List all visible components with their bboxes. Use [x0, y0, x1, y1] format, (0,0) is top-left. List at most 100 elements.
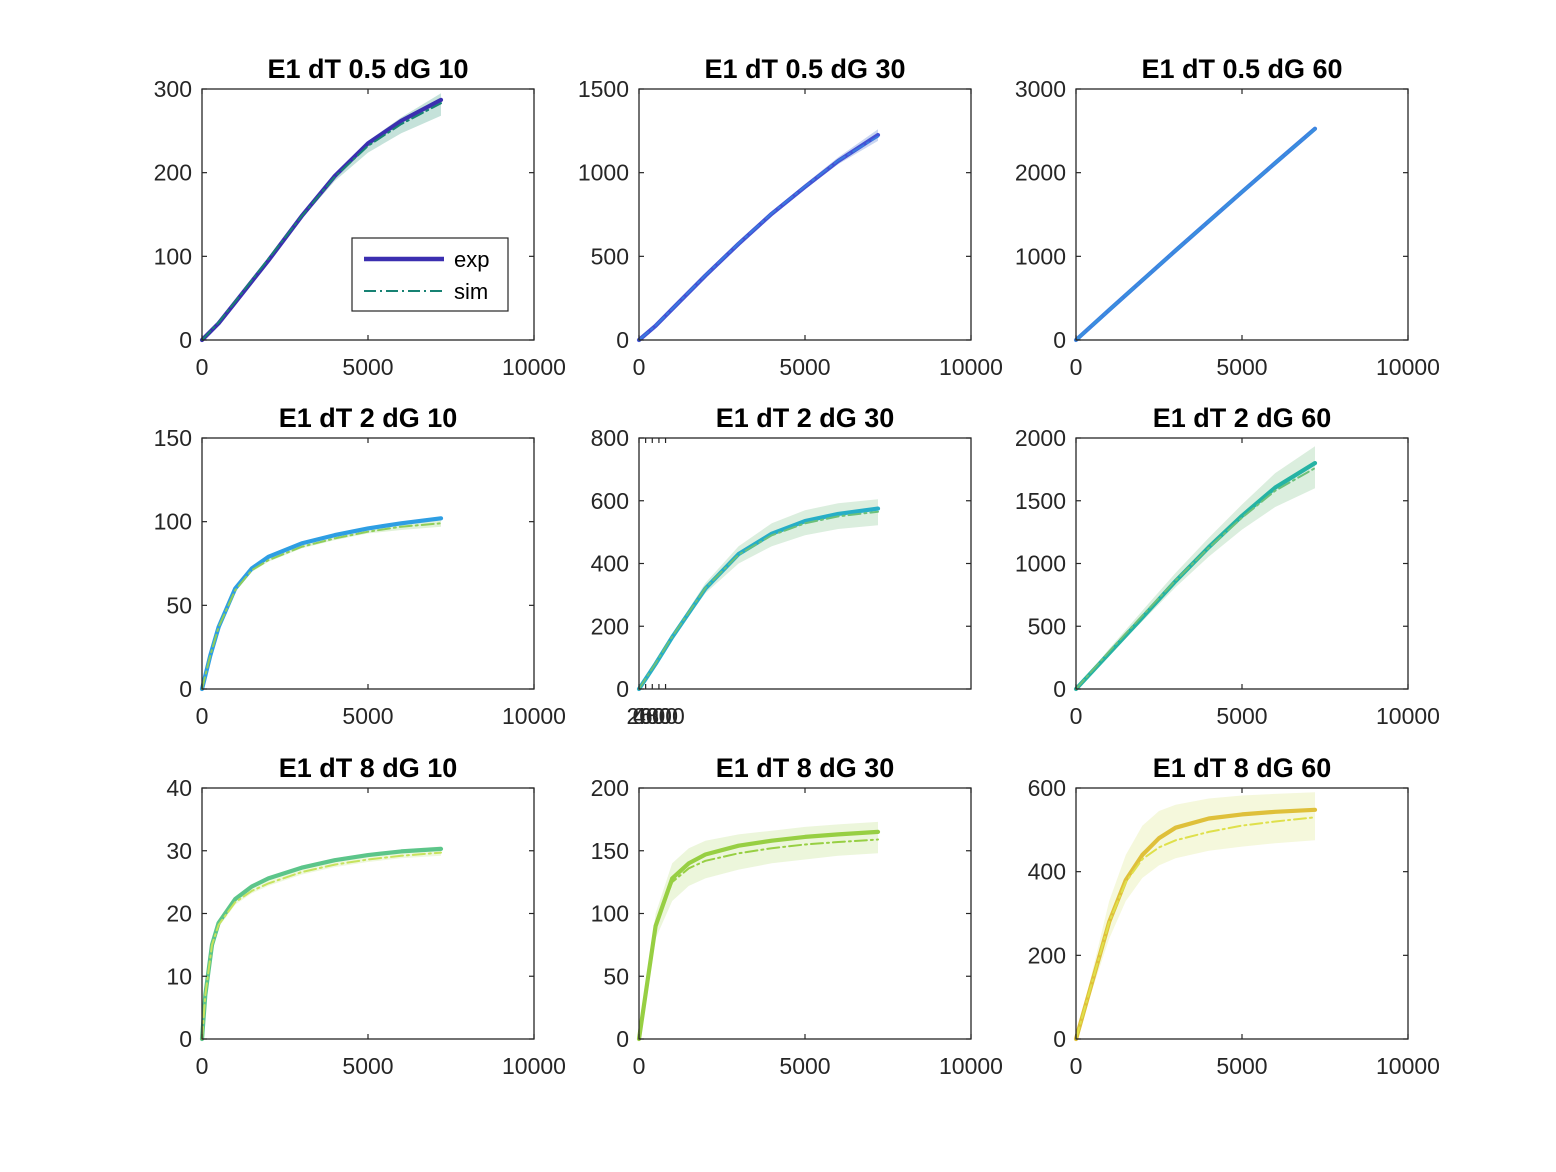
x-tick-label: 600: [640, 703, 678, 729]
y-tick-label: 500: [591, 243, 629, 269]
legend-box: [351, 237, 509, 312]
y-tick-label: 200: [591, 613, 629, 639]
x-tick-label: 400: [633, 703, 671, 729]
x-tick-label: 10000: [1376, 1053, 1440, 1079]
series-line-sim: [201, 102, 442, 341]
y-tick-label: 30: [166, 838, 192, 864]
y-tick-label: 150: [154, 425, 192, 451]
subplot-title: E1 dT 0.5 dG 30: [704, 54, 905, 84]
y-tick-label: 150: [591, 838, 629, 864]
x-tick-label: 0: [1070, 354, 1083, 380]
series-line-sim: [201, 851, 442, 1040]
subplot-title: E1 dT 8 dG 60: [1153, 753, 1332, 783]
x-tick-label: 5000: [779, 354, 830, 380]
axes-box: [1075, 437, 1409, 690]
x-tick-label: 10000: [502, 703, 566, 729]
subplot-title: E1 dT 8 dG 10: [279, 753, 458, 783]
y-tick-label: 0: [616, 1026, 629, 1052]
confidence-band: [1076, 792, 1315, 1039]
x-tick-label: 0: [196, 354, 209, 380]
subplot-e1-dt-0-5-dg-10: 0 5000 10000 0 100 200 300 E1 dT 0.5 dG 10 exp si…: [154, 54, 566, 380]
subplot-e1-dt-8-dg-30: 0 5000 10000 0 50 100 150 200 E1 dT 8 dG 30: [591, 753, 1003, 1079]
x-tick-label: 0: [196, 703, 209, 729]
y-tick-label: 1000: [1015, 243, 1066, 269]
series-line-exp: [199, 516, 444, 692]
x-tick-label: 10000: [1376, 703, 1440, 729]
confidence-band: [202, 93, 441, 340]
x-tick-label: 5000: [342, 1053, 393, 1079]
series-line-sim: [1075, 467, 1316, 690]
subplot-e1-dt-2-dg-60: 0 5000 10000 0 500 1000 1500 2000 E1 dT 2 dG 60: [1015, 403, 1440, 729]
x-tick-label: 200: [626, 703, 664, 729]
x-tick-label: 5000: [342, 703, 393, 729]
subplot-title: E1 dT 8 dG 30: [716, 753, 895, 783]
subplot-title: E1 dT 2 dG 60: [1153, 403, 1332, 433]
y-tick-label: 2000: [1015, 160, 1066, 186]
subplot-e1-dt-2-dg-10: 0 5000 10000 0 50 100 150 E1 dT 2 dG 10: [154, 403, 566, 729]
x-tick-label: 0: [1070, 1053, 1083, 1079]
y-tick-label: 0: [1053, 676, 1066, 702]
y-tick-label: 600: [1028, 775, 1066, 801]
y-tick-label: 50: [603, 963, 629, 989]
axes-box: [638, 437, 972, 690]
y-tick-label: 1500: [1015, 488, 1066, 514]
series-line-sim: [638, 838, 879, 1040]
subplot-title: E1 dT 0.5 dG 60: [1141, 54, 1342, 84]
y-tick-label: 1000: [578, 160, 629, 186]
series-line-sim: [1075, 816, 1316, 1040]
x-tick-label: 10000: [502, 354, 566, 380]
y-tick-label: 500: [1028, 613, 1066, 639]
y-tick-label: 0: [616, 676, 629, 702]
x-tick-label: 10000: [502, 1053, 566, 1079]
y-tick-label: 200: [154, 160, 192, 186]
y-tick-label: 20: [166, 901, 192, 927]
confidence-band: [639, 499, 878, 689]
x-tick-label: 5000: [1216, 703, 1267, 729]
y-tick-label: 2000: [1015, 425, 1066, 451]
subplot-e1-dt-8-dg-60: 0 5000 10000 0 200 400 600 E1 dT 8 dG 60: [1028, 753, 1440, 1079]
legend-label-exp: exp: [454, 247, 489, 272]
series-line-sim: [201, 522, 442, 690]
series-line-exp: [199, 846, 444, 1042]
y-tick-label: 40: [166, 775, 192, 801]
series-line-sim: [638, 135, 879, 341]
y-tick-label: 100: [154, 243, 192, 269]
y-tick-label: 0: [1053, 327, 1066, 353]
axes-box: [1075, 88, 1409, 341]
y-tick-label: 0: [179, 1026, 192, 1052]
y-tick-label: 0: [179, 676, 192, 702]
axes-box: [201, 437, 535, 690]
subplot-title: E1 dT 0.5 dG 10: [267, 54, 468, 84]
legend-label-sim: sim: [454, 279, 488, 304]
x-tick-label: 0: [196, 1053, 209, 1079]
y-tick-label: 0: [1053, 1026, 1066, 1052]
x-tick-label: 800: [646, 703, 684, 729]
y-tick-label: 10: [166, 963, 192, 989]
y-tick-label: 600: [591, 488, 629, 514]
axes-box: [638, 88, 972, 341]
y-tick-label: 400: [591, 551, 629, 577]
series-line-sim: [638, 510, 879, 690]
series-line-exp: [636, 132, 881, 343]
y-tick-label: 300: [154, 76, 192, 102]
x-tick-label: 0: [633, 354, 646, 380]
y-tick-label: 1000: [1015, 551, 1066, 577]
x-tick-label: 0: [633, 1053, 646, 1079]
y-tick-label: 800: [591, 425, 629, 451]
subplot-title: E1 dT 2 dG 10: [279, 403, 458, 433]
x-tick-label: 0: [1070, 703, 1083, 729]
y-tick-label: 0: [616, 327, 629, 353]
x-tick-label: 5000: [342, 354, 393, 380]
series-line-exp: [1073, 807, 1318, 1042]
y-tick-label: 1500: [578, 76, 629, 102]
y-tick-label: 3000: [1015, 76, 1066, 102]
x-tick-label: 10000: [1376, 354, 1440, 380]
subplot-e1-dt-0-5-dg-30: 0 5000 10000 0 500 1000 1500 E1 dT 0.5 dG 30: [578, 54, 1003, 380]
y-tick-label: 0: [179, 327, 192, 353]
axes-box: [201, 787, 535, 1040]
x-tick-label: 5000: [779, 1053, 830, 1079]
subplot-e1-dt-0-5-dg-60: 0 5000 10000 0 1000 2000 3000 E1 dT 0.5 dG 60: [1015, 54, 1440, 380]
